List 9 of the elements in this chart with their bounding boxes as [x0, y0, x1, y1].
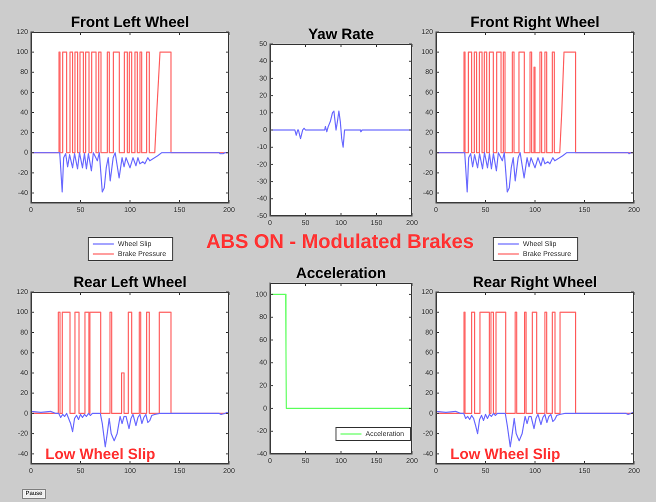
annotation: Low Wheel Slip [45, 446, 156, 463]
chart-title: Yaw Rate [308, 26, 374, 43]
chart-title: Rear Right Wheel [472, 274, 598, 291]
chart-title: Front Right Wheel [470, 14, 600, 31]
chart-title: Rear Left Wheel [73, 274, 187, 291]
chart-title: Front Left Wheel [70, 14, 190, 31]
annotation: Low Wheel Slip [450, 446, 560, 463]
chart-title: Acceleration [296, 265, 386, 282]
text: ABS ON - Modulated Brakes [205, 231, 475, 254]
